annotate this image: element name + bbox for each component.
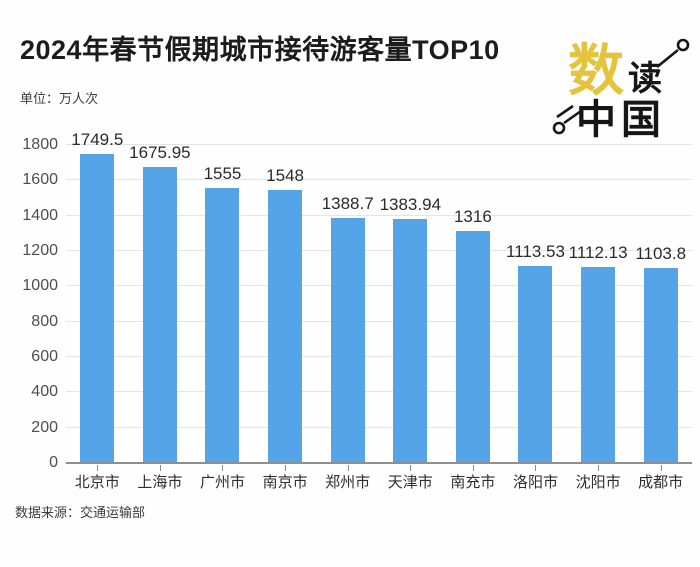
gridline [66,391,692,393]
axis-tick [535,465,537,471]
gridline [66,214,692,216]
y-axis-tick-label: 0 [49,454,58,471]
y-axis-tick-label: 1400 [22,206,58,224]
bar-value-label: 1548 [266,165,305,185]
bar-column: 1749.5 [66,131,129,471]
bar [205,188,240,463]
y-axis-tick-label: 1200 [22,242,58,259]
x-axis-category-label: 南充市 [450,474,496,491]
bar [518,266,553,463]
bar [330,217,365,463]
logo-chars-zhongguo: 中国 [576,96,666,142]
x-axis-labels: 北京市 上海市 广州市 南京市 郑州市 天津市 南充市 洛阳市 沈阳市 成都市 [66,471,692,491]
pin-top-right-icon [656,38,690,69]
brand-logo: 数 读 中国 [552,38,690,142]
bar [142,166,177,463]
bar-column: 1675.95 [129,142,192,471]
bar-value-label: 1555 [203,164,242,184]
bar-column: 1383.94 [379,145,442,471]
x-axis-category-label: 沈阳市 [575,474,621,491]
bar-value-label: 1103.8 [635,244,687,263]
bar-column: 1113.53 [504,145,567,471]
bar [455,230,490,463]
bar-column: 1316 [442,145,505,471]
gridline [66,250,692,251]
x-axis-category-label: 南京市 [262,474,308,491]
bar [268,189,303,463]
bar-value-label: 1112.13 [568,242,628,262]
bar-value-label: 1383.94 [379,194,442,214]
logo-char-shu: 数 [568,38,624,104]
x-axis-category-label: 北京市 [74,474,120,491]
axis-tick [598,465,600,471]
gridline [66,285,692,287]
x-axis-category-label: 郑州市 [325,474,371,491]
y-axis-tick-label: 1000 [22,277,58,295]
bar-value-label: 1388.7 [321,193,374,213]
y-axis: 0 200 400 600 800 1000 1200 1400 1600 1800 [0,137,58,471]
axis-tick [410,465,412,471]
axis-tick [660,465,662,471]
bar-value-label: 1316 [453,206,492,226]
gridline [66,320,692,322]
gridline [66,144,692,145]
bar-column: 1555 [191,145,254,471]
axis-tick [159,465,161,471]
y-axis-tick-label: 800 [31,312,58,330]
axis-tick [472,465,474,471]
axis-tick [347,465,349,471]
x-axis-category-label: 成都市 [638,474,684,491]
gridline [66,426,692,428]
bar [393,218,428,463]
y-axis-tick-label: 600 [31,348,58,365]
y-axis-tick-label: 200 [31,418,58,436]
bar-column: 1103.8 [629,145,692,471]
bar [80,153,115,463]
y-axis-tick-label: 1600 [22,171,58,189]
bar-value-label: 1113.53 [506,242,565,262]
unit-label: 单位：万人次 [20,91,99,106]
axis-tick [222,465,224,471]
page-title: 2024年春节假期城市接待游客量TOP10 [20,35,500,65]
bar-column: 1548 [254,145,317,471]
data-source-note: 数据来源：交通运输部 [15,505,146,520]
bar-column: 1112.13 [567,145,630,471]
axis-tick [285,465,287,471]
y-axis-tick-label: 1800 [22,136,58,153]
bar [581,266,616,463]
x-axis-category-label: 上海市 [137,474,183,491]
gridline [66,179,692,181]
gridline [66,356,692,357]
pin-bottom-left-icon [552,104,582,135]
bar [643,268,678,463]
bar-value-label: 1675.95 [129,142,191,162]
y-axis-tick-label: 400 [31,383,58,401]
bar-value-label: 1749.5 [71,129,124,149]
bar-column: 1388.7 [316,145,379,471]
axis-tick [97,465,99,471]
logo-char-du: 读 [628,59,662,99]
x-axis-category-label: 广州市 [199,474,245,491]
x-axis-category-label: 洛阳市 [512,474,558,491]
x-axis-line [66,462,692,464]
x-axis-category-label: 天津市 [387,474,433,491]
plot-area: 1749.5 1675.95 1555 1548 1388.7 1383.94 1316 11… [66,131,692,471]
